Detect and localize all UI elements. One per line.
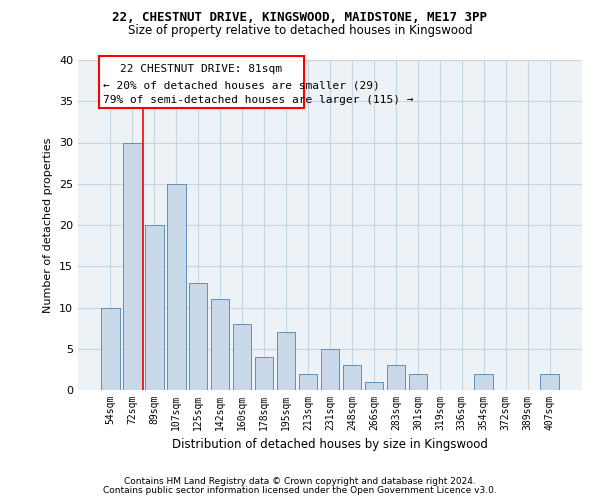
- Bar: [365, 382, 383, 390]
- Bar: [386, 365, 405, 390]
- Bar: [123, 142, 142, 390]
- Bar: [167, 184, 185, 390]
- X-axis label: Distribution of detached houses by size in Kingswood: Distribution of detached houses by size …: [172, 438, 488, 452]
- Bar: [277, 332, 295, 390]
- Text: 22, CHESTNUT DRIVE, KINGSWOOD, MAIDSTONE, ME17 3PP: 22, CHESTNUT DRIVE, KINGSWOOD, MAIDSTONE…: [113, 11, 487, 24]
- Text: 22 CHESTNUT DRIVE: 81sqm: 22 CHESTNUT DRIVE: 81sqm: [121, 64, 283, 74]
- Text: Contains HM Land Registry data © Crown copyright and database right 2024.: Contains HM Land Registry data © Crown c…: [124, 477, 476, 486]
- Bar: [541, 374, 559, 390]
- Text: Contains public sector information licensed under the Open Government Licence v3: Contains public sector information licen…: [103, 486, 497, 495]
- Bar: [343, 365, 361, 390]
- Bar: [211, 299, 229, 390]
- Bar: [299, 374, 317, 390]
- Text: ← 20% of detached houses are smaller (29): ← 20% of detached houses are smaller (29…: [103, 80, 379, 90]
- Y-axis label: Number of detached properties: Number of detached properties: [43, 138, 53, 312]
- Bar: [475, 374, 493, 390]
- Bar: [320, 349, 340, 390]
- Text: Size of property relative to detached houses in Kingswood: Size of property relative to detached ho…: [128, 24, 472, 37]
- Bar: [255, 357, 274, 390]
- Bar: [189, 283, 208, 390]
- FancyBboxPatch shape: [99, 56, 304, 108]
- Bar: [101, 308, 119, 390]
- Bar: [233, 324, 251, 390]
- Bar: [409, 374, 427, 390]
- Text: 79% of semi-detached houses are larger (115) →: 79% of semi-detached houses are larger (…: [103, 94, 413, 104]
- Bar: [145, 225, 164, 390]
